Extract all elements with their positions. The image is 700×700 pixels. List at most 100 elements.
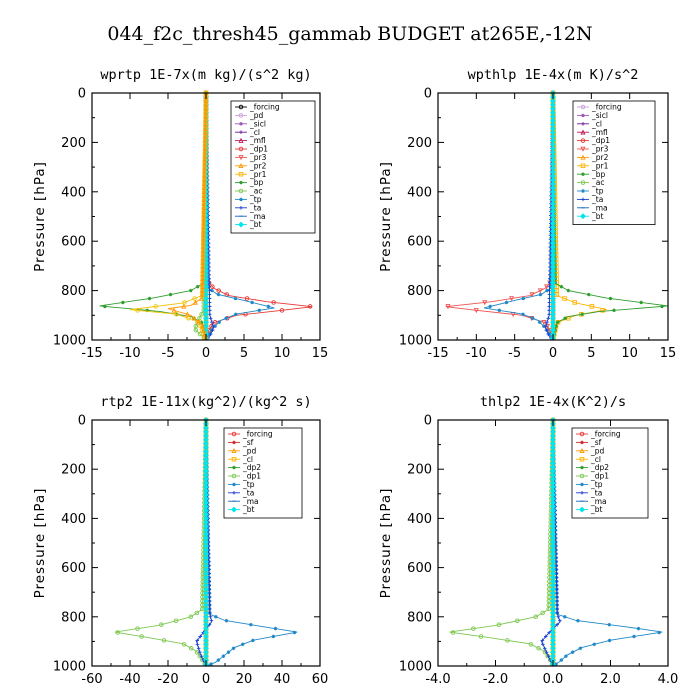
series-marker <box>199 654 204 658</box>
series-marker <box>188 614 194 620</box>
series-marker <box>199 320 204 325</box>
legend-marker <box>232 491 236 495</box>
legend-marker <box>580 213 586 220</box>
y-tick-label: 1000 <box>53 334 86 349</box>
legend-label: _ma <box>249 212 266 221</box>
series-marker <box>224 618 229 623</box>
series-marker <box>208 615 213 619</box>
legend-label: _cl <box>242 455 253 464</box>
series-marker <box>548 332 552 336</box>
legend-label: _bt <box>242 505 255 514</box>
legend-label: _dp1 <box>242 472 261 481</box>
x-tick-label: 0 <box>202 346 210 361</box>
legend-marker <box>232 482 236 487</box>
series-marker <box>589 304 595 309</box>
series-marker <box>505 638 510 643</box>
series-marker <box>559 284 564 289</box>
legend-marker <box>231 447 237 454</box>
legend-label: _ta <box>590 488 602 497</box>
series-marker <box>478 634 484 639</box>
legend-label: _pd <box>242 446 257 455</box>
legend-label: _mfl <box>249 136 266 145</box>
series-marker <box>195 642 200 647</box>
series-marker <box>208 332 213 336</box>
panel-3: rtp2 1E-11x(kg^2)/(kg^2 s) Pressure [hPa]… <box>32 394 328 687</box>
legend-label: _ma <box>591 203 608 212</box>
x-tick-label: 0 <box>549 346 557 361</box>
legend-label: _bt <box>249 220 262 229</box>
x-tick-label: 0.0 <box>543 672 564 687</box>
legend-label: _mfl <box>591 128 608 137</box>
series-marker <box>210 320 214 325</box>
series-marker <box>445 304 451 310</box>
series-marker <box>482 300 488 306</box>
series-marker <box>188 646 194 651</box>
series-marker <box>214 615 218 619</box>
series-marker <box>578 646 583 651</box>
series-line <box>445 92 554 341</box>
y-tick-label: 400 <box>61 185 86 200</box>
x-tick-label: 60 <box>312 672 329 687</box>
series-marker <box>211 324 215 328</box>
series-marker <box>198 634 203 639</box>
series-marker <box>240 642 245 647</box>
legend-label: _ac <box>249 187 262 196</box>
series-marker <box>580 312 584 317</box>
legend-marker <box>239 122 243 126</box>
legend-marker <box>579 431 585 437</box>
series-marker <box>216 658 221 662</box>
series-line <box>167 92 207 341</box>
legend-marker <box>580 465 584 470</box>
series-marker <box>197 316 202 321</box>
series-marker <box>541 319 547 326</box>
legend-marker <box>238 171 244 177</box>
legend-box <box>572 100 656 225</box>
series-marker <box>181 303 187 309</box>
series-marker <box>210 288 214 293</box>
series-marker <box>496 622 502 627</box>
series-marker <box>639 300 643 305</box>
series-marker <box>558 618 562 623</box>
series-marker <box>538 292 543 297</box>
legend-marker <box>239 206 243 210</box>
legend-marker <box>238 155 244 161</box>
legend-label: _forcing <box>590 430 621 439</box>
legend-label: _sicl <box>591 111 608 120</box>
legend-label: _sicl <box>249 119 266 128</box>
series-marker <box>572 300 577 305</box>
series-line <box>205 92 215 341</box>
series-marker <box>213 324 217 328</box>
series-marker <box>195 284 200 289</box>
panel-title: wprtp 1E-7x(m kg)/(s^2 kg) <box>100 67 311 83</box>
series-marker <box>161 638 167 643</box>
legend-label: _cl <box>591 119 602 128</box>
series-marker <box>566 288 571 293</box>
y-tick-label: 200 <box>61 463 86 478</box>
series-marker <box>168 292 173 297</box>
series-marker <box>636 626 641 631</box>
x-tick-label: -4.0 <box>425 672 450 687</box>
y-tick-label: 200 <box>61 136 86 151</box>
series-marker <box>217 320 221 325</box>
series-line <box>99 92 207 341</box>
legend-label: _cl <box>249 128 260 137</box>
x-tick-label: 10 <box>274 346 291 361</box>
legend-label: _pr3 <box>249 153 267 162</box>
legend-marker <box>580 180 586 185</box>
series-marker <box>195 638 200 643</box>
series-marker <box>562 296 567 301</box>
series-marker <box>194 610 200 616</box>
legend-label: _bp <box>249 178 264 187</box>
x-tick-label: -60 <box>81 672 102 687</box>
series-marker <box>556 615 561 619</box>
series-marker <box>147 296 152 301</box>
series-marker <box>544 284 550 290</box>
series-marker <box>471 626 476 631</box>
series-marker <box>563 316 567 321</box>
legend-label: _ma <box>590 497 607 506</box>
series-marker <box>103 304 107 309</box>
legend-marker <box>238 162 244 169</box>
series-line <box>205 419 298 667</box>
legend-label: _dp1 <box>249 145 268 154</box>
